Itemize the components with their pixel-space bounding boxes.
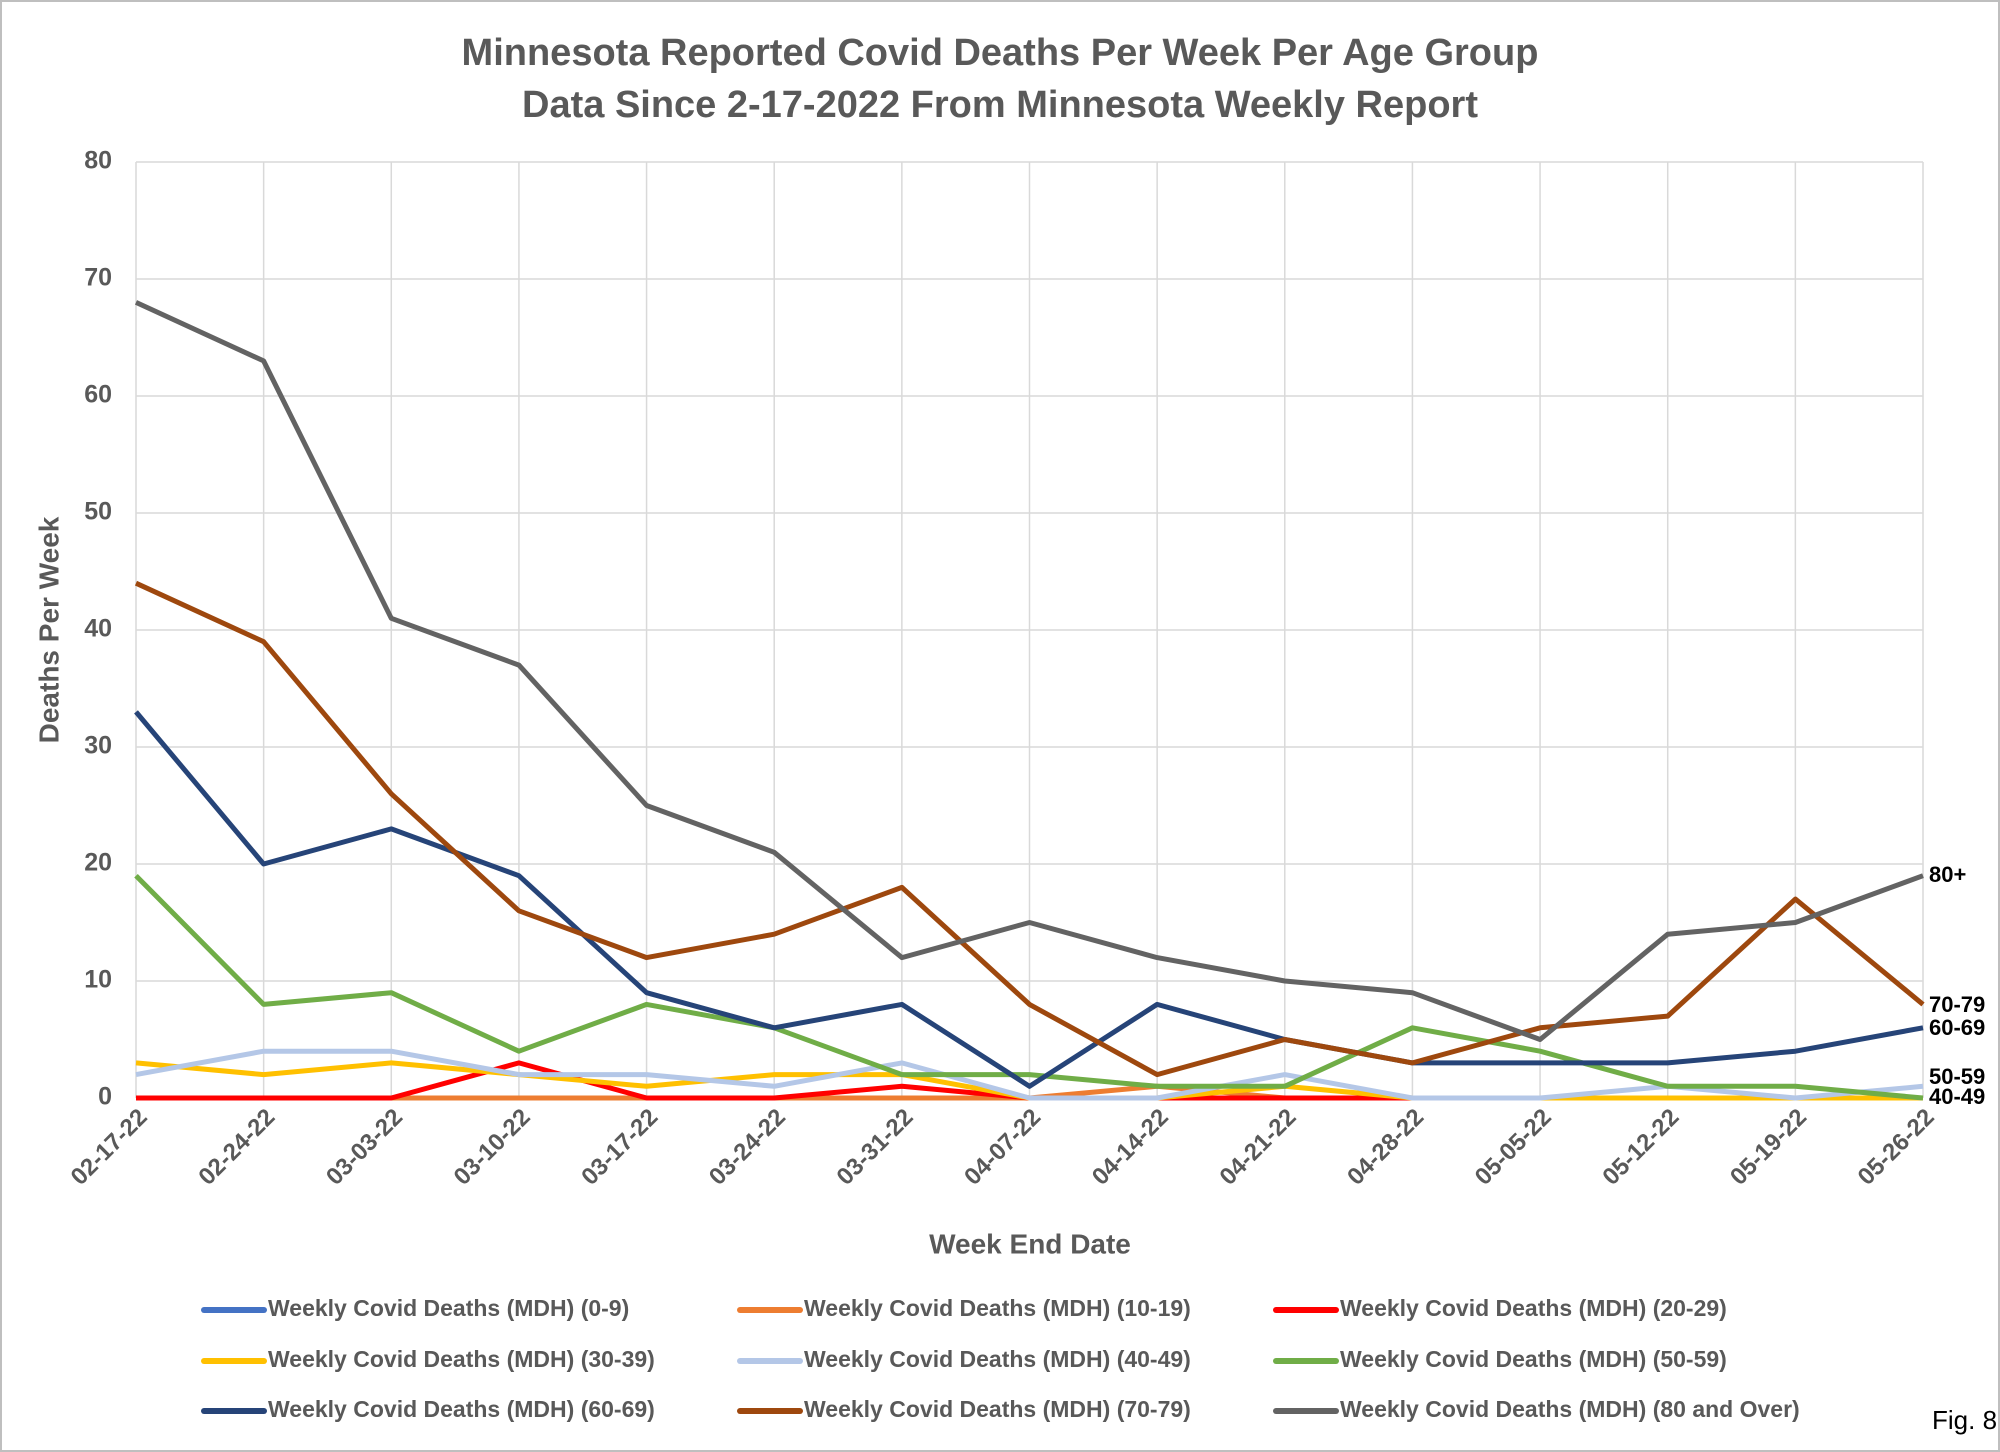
end-label: 40-49 [1929,1084,1985,1109]
end-label: 80+ [1929,862,1966,887]
figure-label: Fig. 8 [1932,1405,1997,1435]
end-label: 70-79 [1929,992,1985,1017]
end-label: 50-59 [1929,1064,1985,1089]
chart-title: Minnesota Reported Covid Deaths Per Week… [462,32,1539,74]
series-line [134,873,1924,1101]
y-tick-label: 60 [84,381,112,409]
x-axis-label: Week End Date [929,1228,1131,1259]
y-tick-label: 40 [84,615,112,643]
legend-label: Weekly Covid Deaths (MDH) (30-39) [268,1346,655,1372]
legend-label: Weekly Covid Deaths (MDH) (80 and Over) [1340,1396,1800,1422]
series-line [134,580,1925,1078]
y-axis-label: Deaths Per Week [33,516,64,743]
legend-label: Weekly Covid Deaths (MDH) (70-79) [804,1396,1191,1422]
end-label: 60-69 [1929,1015,1985,1040]
y-tick-label: 0 [98,1083,112,1111]
y-tick-label: 30 [84,732,112,760]
chart-subtitle: Data Since 2-17-2022 From Minnesota Week… [522,84,1478,126]
legend-label: Weekly Covid Deaths (MDH) (40-49) [804,1346,1191,1372]
y-tick-label: 80 [84,147,112,175]
series-line [134,710,1924,1089]
y-tick-label: 20 [84,849,112,877]
legend-label: Weekly Covid Deaths (MDH) (10-19) [804,1295,1191,1321]
legend-label: Weekly Covid Deaths (MDH) (50-59) [1340,1346,1727,1372]
series-line [134,300,1924,1042]
y-tick-label: 10 [84,966,112,994]
legend-label: Weekly Covid Deaths (MDH) (0-9) [268,1295,629,1321]
y-tick-label: 50 [84,498,112,526]
legend-label: Weekly Covid Deaths (MDH) (60-69) [268,1396,655,1422]
series-line [135,1048,1924,1101]
legend-label: Weekly Covid Deaths (MDH) (20-29) [1340,1295,1727,1321]
y-tick-label: 70 [84,264,112,292]
